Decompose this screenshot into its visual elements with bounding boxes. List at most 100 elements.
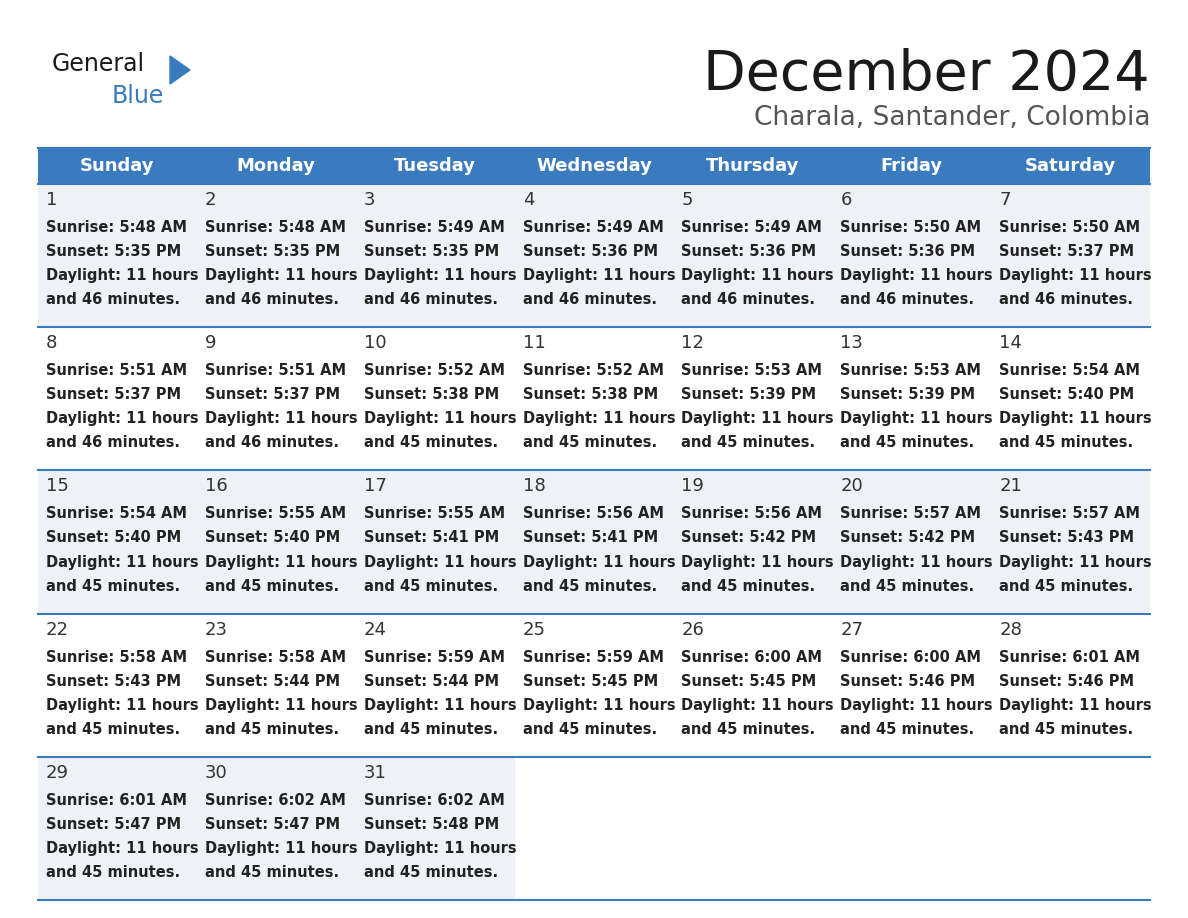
Bar xyxy=(514,756,674,900)
Text: Sunrise: 5:51 AM: Sunrise: 5:51 AM xyxy=(204,364,346,378)
Text: and 45 minutes.: and 45 minutes. xyxy=(204,578,339,594)
Text: Sunset: 5:44 PM: Sunset: 5:44 PM xyxy=(204,674,340,688)
Text: Sunrise: 6:02 AM: Sunrise: 6:02 AM xyxy=(204,793,346,808)
Text: Daylight: 11 hours: Daylight: 11 hours xyxy=(840,554,993,569)
Text: Sunset: 5:38 PM: Sunset: 5:38 PM xyxy=(364,387,499,402)
Text: 17: 17 xyxy=(364,477,386,496)
Text: Sunrise: 6:01 AM: Sunrise: 6:01 AM xyxy=(46,793,187,808)
Text: Sunset: 5:35 PM: Sunset: 5:35 PM xyxy=(364,244,499,259)
Text: 1: 1 xyxy=(46,191,57,209)
Text: and 46 minutes.: and 46 minutes. xyxy=(840,292,974,308)
Text: and 45 minutes.: and 45 minutes. xyxy=(523,722,657,737)
Text: and 45 minutes.: and 45 minutes. xyxy=(364,865,498,880)
Text: Sunrise: 5:55 AM: Sunrise: 5:55 AM xyxy=(204,507,346,521)
Text: and 46 minutes.: and 46 minutes. xyxy=(999,292,1133,308)
Text: Daylight: 11 hours: Daylight: 11 hours xyxy=(364,554,517,569)
Text: and 46 minutes.: and 46 minutes. xyxy=(523,292,657,308)
Text: 23: 23 xyxy=(204,621,228,639)
Text: Daylight: 11 hours: Daylight: 11 hours xyxy=(682,698,834,712)
Text: Sunrise: 5:53 AM: Sunrise: 5:53 AM xyxy=(682,364,822,378)
Text: and 45 minutes.: and 45 minutes. xyxy=(364,578,498,594)
Text: Sunset: 5:35 PM: Sunset: 5:35 PM xyxy=(204,244,340,259)
Text: 10: 10 xyxy=(364,334,386,353)
Text: 14: 14 xyxy=(999,334,1022,353)
Text: and 45 minutes.: and 45 minutes. xyxy=(999,722,1133,737)
Text: Sunset: 5:46 PM: Sunset: 5:46 PM xyxy=(999,674,1135,688)
Text: and 45 minutes.: and 45 minutes. xyxy=(364,722,498,737)
Polygon shape xyxy=(170,56,190,84)
Text: Daylight: 11 hours: Daylight: 11 hours xyxy=(999,268,1152,283)
Text: Daylight: 11 hours: Daylight: 11 hours xyxy=(46,554,198,569)
Text: 7: 7 xyxy=(999,191,1011,209)
Text: 11: 11 xyxy=(523,334,545,353)
Text: 13: 13 xyxy=(840,334,864,353)
Text: Sunrise: 5:57 AM: Sunrise: 5:57 AM xyxy=(840,507,981,521)
Text: Sunset: 5:42 PM: Sunset: 5:42 PM xyxy=(840,531,975,545)
Text: Sunset: 5:43 PM: Sunset: 5:43 PM xyxy=(999,531,1135,545)
Text: and 45 minutes.: and 45 minutes. xyxy=(840,435,974,451)
Text: and 45 minutes.: and 45 minutes. xyxy=(46,722,181,737)
Text: Sunset: 5:40 PM: Sunset: 5:40 PM xyxy=(46,531,182,545)
Text: Sunset: 5:41 PM: Sunset: 5:41 PM xyxy=(364,531,499,545)
Bar xyxy=(674,756,833,900)
Text: Daylight: 11 hours: Daylight: 11 hours xyxy=(204,698,358,712)
Text: 3: 3 xyxy=(364,191,375,209)
Text: Daylight: 11 hours: Daylight: 11 hours xyxy=(364,411,517,426)
Text: Sunset: 5:40 PM: Sunset: 5:40 PM xyxy=(204,531,340,545)
Text: Sunset: 5:35 PM: Sunset: 5:35 PM xyxy=(46,244,182,259)
Text: December 2024: December 2024 xyxy=(703,48,1150,102)
Text: Sunset: 5:37 PM: Sunset: 5:37 PM xyxy=(999,244,1135,259)
Text: Sunrise: 5:55 AM: Sunrise: 5:55 AM xyxy=(364,507,505,521)
Text: Sunset: 5:36 PM: Sunset: 5:36 PM xyxy=(682,244,816,259)
Text: Sunrise: 5:52 AM: Sunrise: 5:52 AM xyxy=(364,364,505,378)
Text: 15: 15 xyxy=(46,477,69,496)
Text: Daylight: 11 hours: Daylight: 11 hours xyxy=(999,554,1152,569)
Text: Sunset: 5:38 PM: Sunset: 5:38 PM xyxy=(523,387,658,402)
Text: and 45 minutes.: and 45 minutes. xyxy=(46,865,181,880)
Text: 26: 26 xyxy=(682,621,704,639)
Text: Daylight: 11 hours: Daylight: 11 hours xyxy=(364,841,517,856)
Text: Daylight: 11 hours: Daylight: 11 hours xyxy=(204,554,358,569)
Text: Daylight: 11 hours: Daylight: 11 hours xyxy=(46,698,198,712)
Text: Charala, Santander, Colombia: Charala, Santander, Colombia xyxy=(753,105,1150,131)
Text: General: General xyxy=(52,52,145,76)
Text: Sunrise: 5:50 AM: Sunrise: 5:50 AM xyxy=(999,220,1140,235)
Text: Sunset: 5:42 PM: Sunset: 5:42 PM xyxy=(682,531,816,545)
Text: and 46 minutes.: and 46 minutes. xyxy=(46,435,181,451)
Text: Daylight: 11 hours: Daylight: 11 hours xyxy=(840,698,993,712)
Text: Sunrise: 6:00 AM: Sunrise: 6:00 AM xyxy=(682,650,822,665)
Text: Daylight: 11 hours: Daylight: 11 hours xyxy=(682,411,834,426)
Bar xyxy=(197,148,355,184)
Text: Sunset: 5:37 PM: Sunset: 5:37 PM xyxy=(204,387,340,402)
Text: Sunset: 5:48 PM: Sunset: 5:48 PM xyxy=(364,817,499,832)
Bar xyxy=(514,148,674,184)
Text: 12: 12 xyxy=(682,334,704,353)
Text: Daylight: 11 hours: Daylight: 11 hours xyxy=(364,698,517,712)
Bar xyxy=(991,756,1150,900)
Text: 30: 30 xyxy=(204,764,228,782)
Text: and 45 minutes.: and 45 minutes. xyxy=(682,435,815,451)
Text: Daylight: 11 hours: Daylight: 11 hours xyxy=(999,698,1152,712)
Text: Wednesday: Wednesday xyxy=(536,157,652,175)
Text: Sunrise: 5:58 AM: Sunrise: 5:58 AM xyxy=(204,650,346,665)
Text: Sunset: 5:36 PM: Sunset: 5:36 PM xyxy=(840,244,975,259)
Text: Sunset: 5:39 PM: Sunset: 5:39 PM xyxy=(682,387,816,402)
Text: 28: 28 xyxy=(999,621,1022,639)
Text: Sunset: 5:44 PM: Sunset: 5:44 PM xyxy=(364,674,499,688)
Text: Sunrise: 5:56 AM: Sunrise: 5:56 AM xyxy=(523,507,664,521)
Text: Sunrise: 6:00 AM: Sunrise: 6:00 AM xyxy=(840,650,981,665)
Bar xyxy=(38,148,197,184)
Text: 22: 22 xyxy=(46,621,69,639)
Text: Sunrise: 5:48 AM: Sunrise: 5:48 AM xyxy=(204,220,346,235)
Text: and 45 minutes.: and 45 minutes. xyxy=(46,578,181,594)
Text: Sunset: 5:39 PM: Sunset: 5:39 PM xyxy=(840,387,975,402)
Text: Sunrise: 5:57 AM: Sunrise: 5:57 AM xyxy=(999,507,1140,521)
Text: 24: 24 xyxy=(364,621,387,639)
Text: Daylight: 11 hours: Daylight: 11 hours xyxy=(46,268,198,283)
Text: Daylight: 11 hours: Daylight: 11 hours xyxy=(523,268,675,283)
Text: Sunset: 5:47 PM: Sunset: 5:47 PM xyxy=(46,817,181,832)
Text: Sunrise: 5:58 AM: Sunrise: 5:58 AM xyxy=(46,650,188,665)
Text: 4: 4 xyxy=(523,191,535,209)
Text: Sunrise: 5:49 AM: Sunrise: 5:49 AM xyxy=(364,220,505,235)
Text: and 45 minutes.: and 45 minutes. xyxy=(840,722,974,737)
